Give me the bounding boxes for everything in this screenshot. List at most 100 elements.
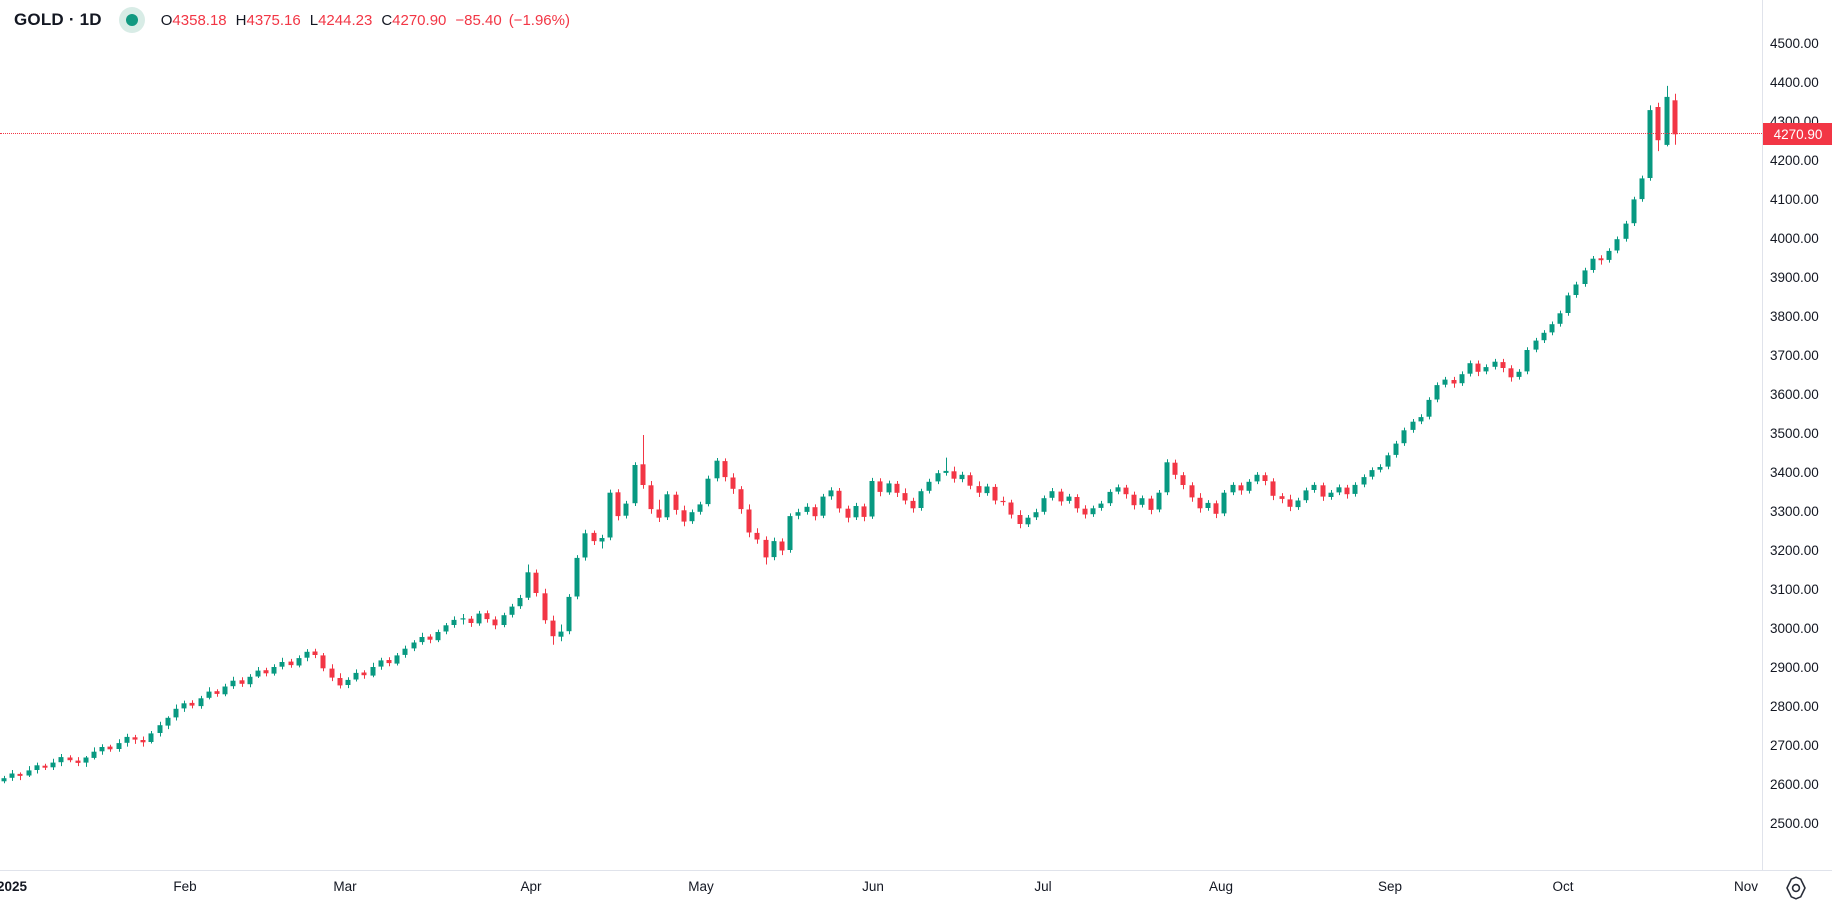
candle-body <box>1533 340 1539 350</box>
candle <box>1197 493 1203 513</box>
candle-body <box>1090 508 1096 515</box>
price-tick-label: 3800.00 <box>1770 309 1819 324</box>
candle-body <box>107 746 113 750</box>
candle-body <box>198 698 204 707</box>
candle-body <box>1401 430 1407 444</box>
candle-body <box>1524 350 1530 372</box>
candle <box>1320 482 1326 501</box>
candle-body <box>443 625 449 632</box>
candle <box>1639 175 1645 202</box>
candle-body <box>99 747 105 752</box>
candle-body <box>67 757 73 761</box>
candle <box>1434 382 1440 403</box>
candle <box>451 616 457 628</box>
settings-gear-icon[interactable] <box>1783 875 1809 901</box>
candle-body <box>1238 485 1244 491</box>
candle <box>271 664 277 676</box>
candle-body <box>664 494 670 518</box>
price-tick-label: 3900.00 <box>1770 270 1819 285</box>
candle <box>1270 478 1276 501</box>
candle <box>345 677 351 689</box>
candle-body <box>1344 487 1350 495</box>
candle-body <box>1303 490 1309 501</box>
price-tick-label: 4500.00 <box>1770 36 1819 51</box>
candle-body <box>591 532 597 542</box>
candle <box>394 653 400 666</box>
candle <box>959 471 965 483</box>
candle-body <box>247 676 253 685</box>
candle-body <box>329 668 335 678</box>
candle <box>820 493 826 519</box>
candle-body <box>509 606 515 615</box>
candle <box>1279 493 1285 504</box>
candle-body <box>320 655 326 669</box>
candle <box>1017 510 1023 529</box>
price-tick-label: 3100.00 <box>1770 582 1819 597</box>
candle <box>476 610 482 626</box>
candle-body <box>1582 270 1588 284</box>
last-price-badge[interactable]: 4270.90 <box>1763 123 1832 145</box>
candle-body <box>370 667 376 676</box>
candle <box>558 624 564 642</box>
price-tick-label: 3300.00 <box>1770 504 1819 519</box>
candle <box>1582 267 1588 287</box>
ohlc-high: H4375.16 <box>235 11 301 29</box>
candle-body <box>558 631 564 637</box>
candle <box>754 528 760 544</box>
candle-body <box>17 773 23 776</box>
candle <box>828 487 834 500</box>
candle <box>1492 358 1498 370</box>
candle-body <box>75 760 81 763</box>
candle <box>1148 495 1154 515</box>
candle <box>976 481 982 497</box>
candle <box>1344 484 1350 499</box>
candle-body <box>771 541 777 558</box>
candle <box>648 481 654 514</box>
candle-body <box>1139 498 1145 505</box>
candle <box>304 649 310 662</box>
candle <box>239 677 245 687</box>
candle <box>99 744 105 755</box>
candle <box>361 670 367 679</box>
candle <box>247 674 253 688</box>
candle <box>1664 85 1670 147</box>
candle-body <box>869 481 875 517</box>
chart-pane[interactable] <box>0 0 1762 870</box>
candle <box>599 534 605 549</box>
candle-body <box>165 717 171 726</box>
candle <box>1131 491 1137 510</box>
candle <box>967 472 973 490</box>
candle <box>984 483 990 496</box>
candle <box>1189 482 1195 502</box>
candle <box>1090 505 1096 517</box>
candle <box>1385 452 1391 470</box>
candle <box>222 683 228 697</box>
candle <box>926 478 932 494</box>
candle <box>419 632 425 645</box>
candle <box>468 616 474 627</box>
candle-body <box>304 651 310 658</box>
symbol-title[interactable]: GOLD · 1D <box>14 10 102 29</box>
time-axis[interactable]: 2025 Feb Mar Apr May Jun Jul Aug Sep Oct Nov <box>0 870 1832 906</box>
price-tick-label: 2800.00 <box>1770 699 1819 714</box>
candle-body <box>1598 258 1604 261</box>
candle <box>623 500 629 519</box>
candle-body <box>853 506 859 518</box>
candle-body <box>910 500 916 509</box>
candle-body <box>632 465 638 504</box>
candle <box>288 658 294 668</box>
ohlc-close: C4270.90 <box>381 11 447 29</box>
candle <box>198 695 204 709</box>
candle <box>1442 376 1448 388</box>
candle <box>992 484 998 505</box>
candle <box>746 504 752 538</box>
time-tick-label: Sep <box>1377 879 1403 894</box>
candle <box>1483 364 1489 375</box>
candle-body <box>1385 455 1391 467</box>
candle <box>411 640 417 652</box>
candle <box>1238 482 1244 495</box>
price-axis[interactable]: 4270.90 4500.00 4400.00 4300.00 4200.00 4100… <box>1762 0 1832 870</box>
candle <box>42 763 48 770</box>
candle <box>804 503 810 515</box>
candle-body <box>189 702 195 706</box>
